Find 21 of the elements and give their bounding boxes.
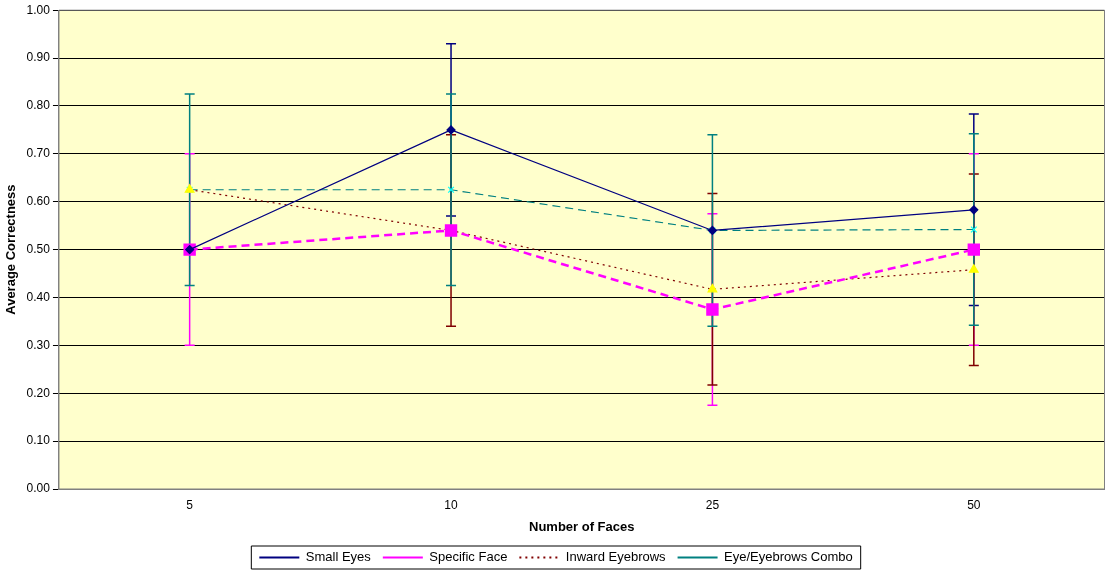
x-tick-label: 10 (444, 497, 459, 512)
y-tick-label: 0.70 (26, 146, 51, 161)
y-tick-label: 0.50 (26, 241, 51, 256)
x-tick-label: 25 (705, 497, 720, 512)
y-tick-label: 0.30 (26, 337, 51, 352)
y-tick-label: 0.00 (26, 481, 51, 496)
y-axis-title: Average Correctness (3, 184, 19, 315)
y-tick-label: 0.40 (26, 289, 51, 304)
legend-label: Specific Face (429, 549, 508, 565)
y-tick-label: 0.20 (26, 385, 51, 400)
y-tick-label: 0.80 (26, 98, 51, 113)
y-tick-label: 0.60 (26, 194, 51, 209)
y-tick-label: 0.90 (26, 50, 51, 65)
x-tick-label: 50 (967, 497, 981, 512)
legend-label: Inward Eyebrows (565, 549, 667, 565)
legend-label: Eye/Eyebrows Combo (724, 549, 853, 565)
y-tick-label: 0.10 (26, 433, 51, 448)
y-tick-label: 1.00 (26, 2, 51, 17)
x-tick-label: 5 (186, 497, 194, 512)
legend-label: Small Eyes (305, 549, 372, 565)
x-axis-title: Number of Faces (528, 518, 635, 534)
